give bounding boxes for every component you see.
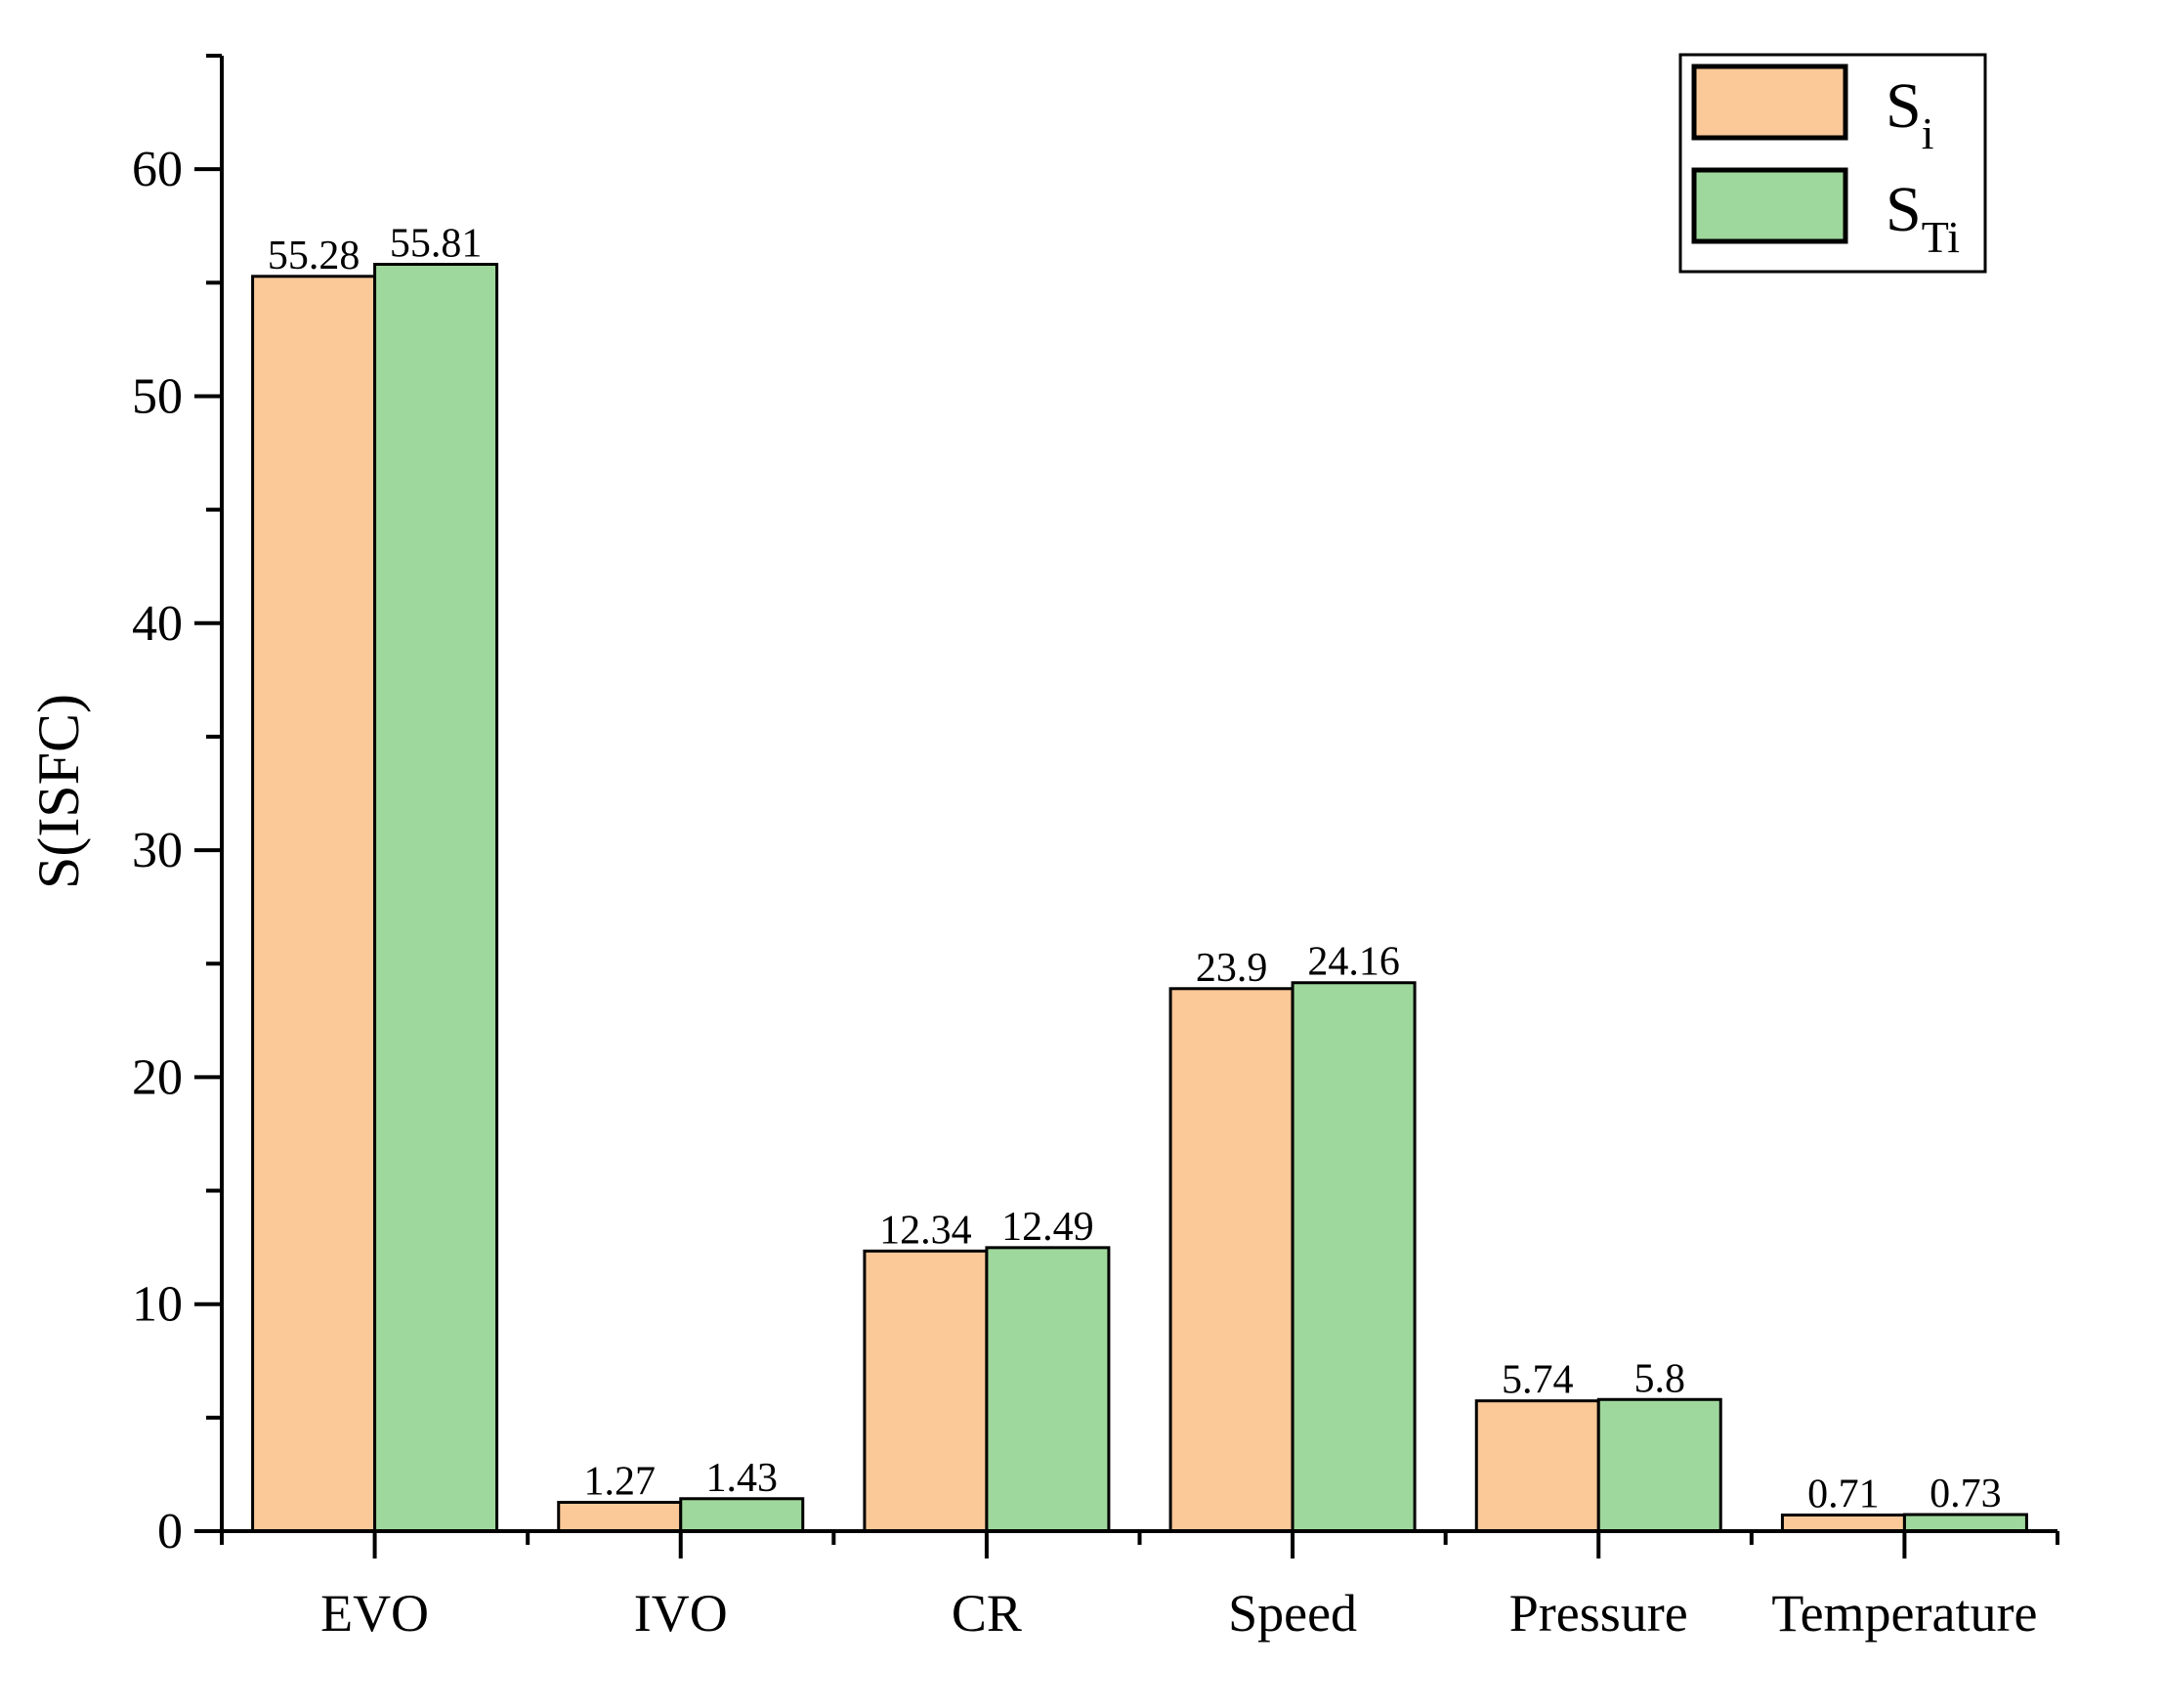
y-tick-label: 40 [132, 596, 183, 652]
y-tick-label: 50 [132, 368, 183, 424]
x-tick-label: Speed [1228, 1584, 1357, 1643]
bar-speed-series-0 [1168, 987, 1294, 1533]
data-label: 1.43 [706, 1456, 779, 1501]
bar-pressure-series-1 [1596, 1397, 1722, 1533]
data-label: 12.34 [879, 1208, 972, 1253]
legend-swatch-sti [1691, 167, 1848, 244]
data-label: 0.73 [1930, 1472, 2002, 1516]
axes-layer: 0 10 20 30 40 50 60 EVO IVO CR Speed Pressure Temper… [132, 54, 2059, 1643]
y-tick-label: 60 [132, 142, 183, 197]
data-label: 55.81 [390, 221, 483, 266]
x-tick-label: IVO [634, 1584, 728, 1643]
data-label: 55.28 [268, 234, 360, 278]
legend: Si STi [1678, 53, 1987, 274]
y-axis-label: S(ISFC) [26, 694, 91, 889]
legend-label-si: Si [1886, 70, 1934, 158]
y-tick-label: 10 [132, 1277, 183, 1333]
x-tick-label: CR [952, 1584, 1022, 1643]
y-tick-label: 30 [132, 823, 183, 878]
bar-temperature-series-0 [1780, 1514, 1906, 1533]
y-tick-label: 20 [132, 1049, 183, 1105]
bar-evo-series-0 [251, 275, 377, 1533]
legend-swatch-si [1691, 64, 1848, 141]
bar-cr-series-1 [985, 1246, 1111, 1533]
y-tick-label: 0 [157, 1504, 183, 1559]
data-label: 23.9 [1196, 946, 1268, 991]
data-label: 0.71 [1807, 1473, 1880, 1517]
x-tick-label: Temperature [1771, 1584, 2037, 1643]
bar-speed-series-1 [1291, 981, 1417, 1533]
data-label: 5.74 [1502, 1358, 1574, 1403]
x-tick-label: EVO [320, 1584, 429, 1643]
data-label: 24.16 [1307, 940, 1400, 985]
legend-label-sti: STi [1886, 174, 1960, 262]
bar-temperature-series-1 [1902, 1513, 2028, 1533]
data-label: 5.8 [1634, 1356, 1686, 1401]
data-label: 12.49 [1001, 1205, 1094, 1250]
bar-cr-series-0 [863, 1249, 989, 1533]
x-tick-label: Pressure [1509, 1584, 1688, 1643]
data-label: 1.27 [584, 1459, 657, 1504]
bar-pressure-series-0 [1474, 1399, 1600, 1533]
bars-layer: 55.28 1.27 12.34 23.9 5.74 0.71 55.81 1.43 12.49… [251, 221, 2028, 1533]
bar-ivo-series-1 [679, 1497, 805, 1533]
bar-ivo-series-0 [557, 1500, 683, 1533]
bar-evo-series-1 [373, 262, 499, 1533]
